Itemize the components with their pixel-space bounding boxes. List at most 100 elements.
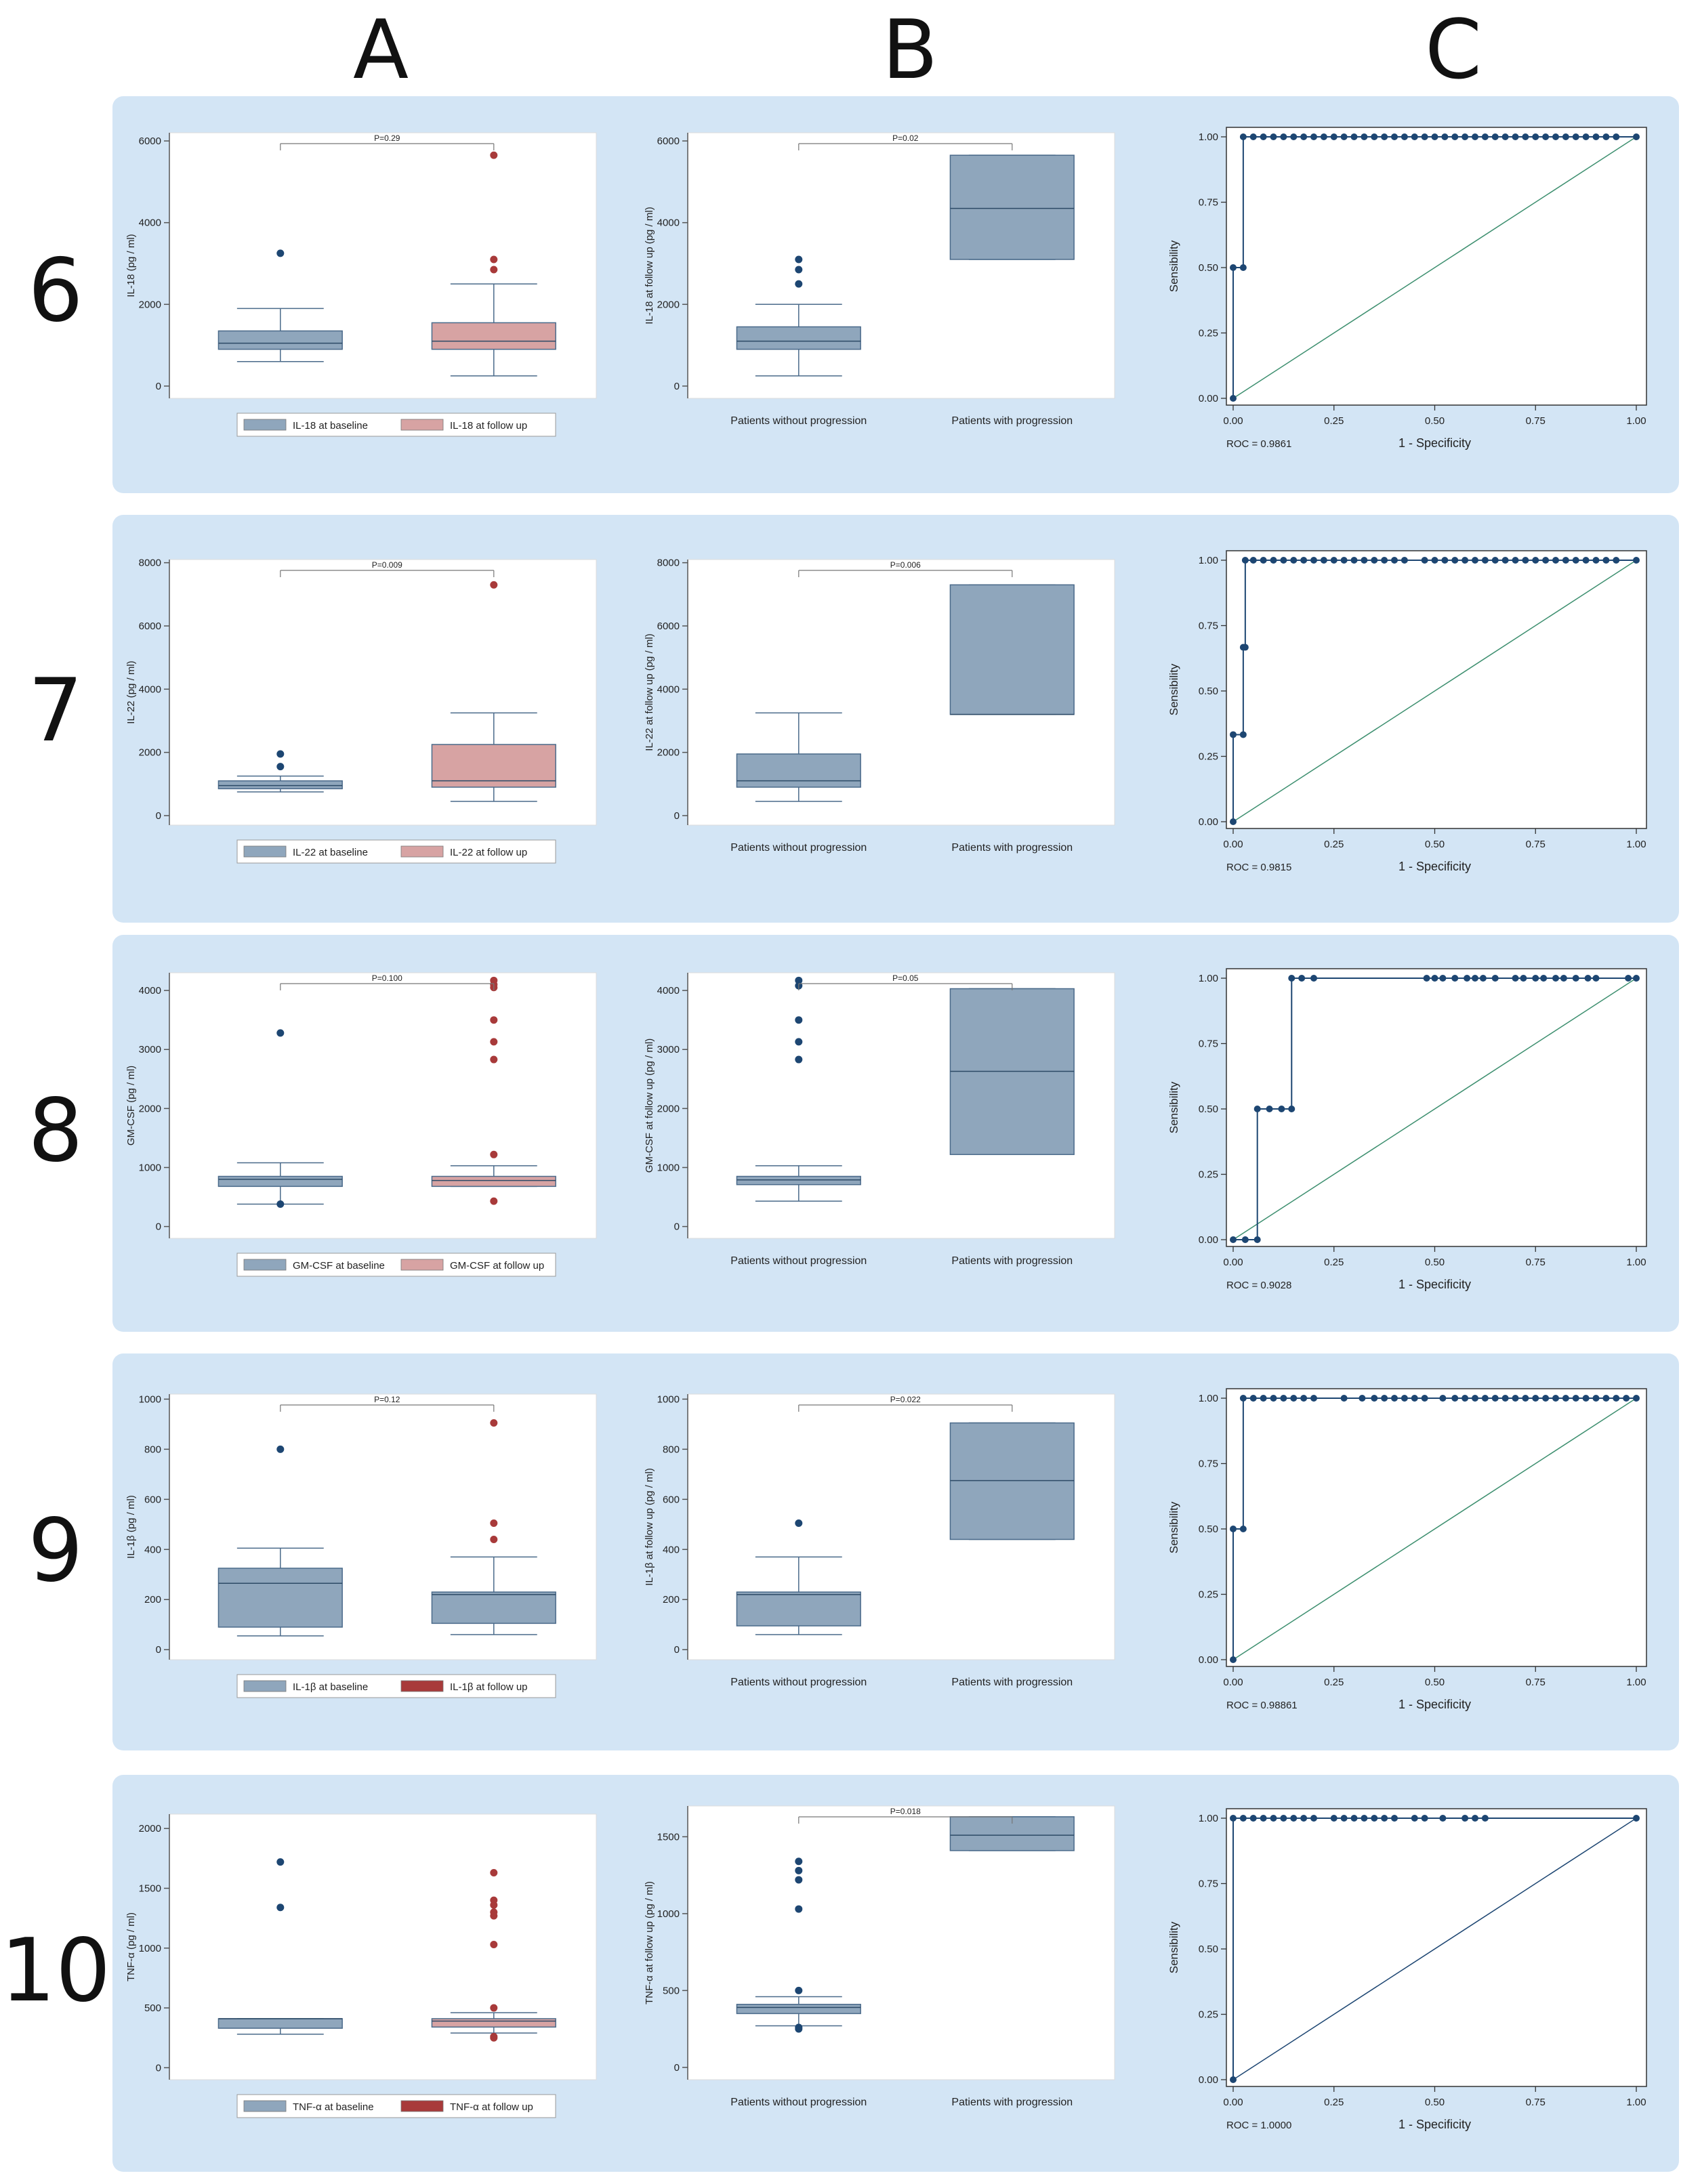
row7-b-y-tick-label-3: 6000 — [657, 621, 680, 632]
row9-a-legend-swatch-1 — [400, 1680, 444, 1692]
row9-a-outlier-1-2 — [490, 1419, 498, 1427]
row8-b-y-tick-label-0: 0 — [674, 1221, 680, 1233]
row7-c-x-label: 1 - Specificity — [1398, 860, 1471, 873]
row9-b-x-category-1: Patients with progression — [951, 1677, 1073, 1688]
row10-c-x-tick-label-3: 0.75 — [1526, 2097, 1546, 2108]
row8-a-outlier-1-4 — [490, 1016, 498, 1024]
row6-c-y-tick-label-2: 0.50 — [1199, 262, 1218, 274]
row6-a-y-tick-label-0: 0 — [156, 381, 161, 392]
row10-c-x-tick-label-0: 0.00 — [1223, 2097, 1243, 2108]
row6-c-roc-point-4 — [1249, 133, 1257, 140]
row7-c-roc-value: ROC = 0.9815 — [1226, 862, 1291, 873]
row7-c-roc-point-26 — [1461, 557, 1469, 564]
row6-c-roc-point-24 — [1451, 133, 1459, 140]
row6-c-x-label: 1 - Specificity — [1398, 436, 1471, 450]
row9-a-legend-label-0: IL-1β at baseline — [293, 1681, 368, 1693]
row9-c-roc-point-15 — [1391, 1395, 1398, 1402]
row10-b-outlier-0-3 — [795, 1905, 803, 1913]
row9-c-roc-point-14 — [1381, 1395, 1388, 1402]
row6-a-y-tick-label-2: 4000 — [139, 217, 161, 229]
row7-b-y-tick-label-2: 4000 — [657, 684, 680, 695]
chart-row8-box-progression: 0 1000 2000 3000 4000 GM-CSF at follow up (pg… — [644, 972, 1115, 1267]
row6-b-y-tick-label-1: 2000 — [657, 299, 680, 310]
row7-c-roc-point-29 — [1491, 557, 1499, 564]
row7-c-roc-point-9 — [1280, 557, 1287, 564]
row10-b-outlier-0-2 — [795, 1986, 803, 1994]
row6-c-y-tick-label-1: 0.25 — [1199, 328, 1218, 339]
row6-b-y-tick-label-3: 6000 — [657, 135, 680, 147]
row6-c-x-tick-label-2: 0.50 — [1425, 415, 1445, 427]
row8-c-x-tick-label-4: 1.00 — [1626, 1257, 1646, 1268]
row10-c-roc-point-8 — [1300, 1815, 1308, 1822]
row9-c-roc-point-25 — [1501, 1395, 1509, 1402]
row8-c-roc-point-21 — [1540, 975, 1548, 982]
row10-c-roc-point-10 — [1330, 1815, 1338, 1822]
row7-a-legend-box — [236, 839, 556, 864]
row9-c-x-tick-label-1: 0.25 — [1324, 1677, 1344, 1688]
row6-c-roc-point-38 — [1592, 133, 1600, 140]
row7-c-roc-point-14 — [1330, 557, 1338, 564]
row8-a-legend-box — [236, 1253, 556, 1277]
row9-c-roc-point-6 — [1270, 1395, 1277, 1402]
row7-a-y-tick-label-0: 0 — [156, 810, 161, 822]
chart-row10-box-progression: 0 500 1000 1500 TNF-α at follow up (pg / ml)… — [644, 1805, 1115, 2108]
row10-a-legend-label-0: TNF-α at baseline — [293, 2101, 374, 2113]
row10-c-y-label: Sensibility — [1167, 1921, 1180, 1973]
row8-c-roc-point-6 — [1288, 1106, 1295, 1112]
row6-c-roc-point-16 — [1371, 133, 1378, 140]
row8-c-roc-point-13 — [1451, 975, 1459, 982]
row6-a-legend-swatch-1 — [400, 419, 444, 431]
row10-b-x-category-1: Patients with progression — [951, 2097, 1073, 2108]
row10-c-roc-point-4 — [1260, 1815, 1267, 1822]
row9-b-x-category-0: Patients without progression — [730, 1677, 867, 1688]
column-letter-a: A — [352, 3, 409, 98]
row6-c-roc-point-14 — [1350, 133, 1358, 140]
row6-c-roc-point-33 — [1542, 133, 1550, 140]
row7-c-roc-point-13 — [1320, 557, 1327, 564]
row9-a-y-tick-label-3: 600 — [144, 1494, 161, 1505]
row8-c-roc-point-15 — [1472, 975, 1478, 982]
row8-a-outlier-1-7 — [490, 976, 498, 984]
row6-c-roc-point-3 — [1239, 133, 1247, 140]
row9-a-legend-box — [236, 1674, 556, 1698]
chart-row7-box-baseline-followup: 0 2000 4000 6000 8000 IL-22 (pg / ml) P=0.009 I… — [125, 558, 597, 864]
row7-a-legend-label-1: IL-22 at follow up — [450, 847, 527, 858]
row10-b-pvalue: P=0.018 — [890, 1807, 921, 1816]
row10-a-legend-swatch-0 — [243, 2100, 287, 2112]
row10-a-legend-label-1: TNF-α at follow up — [450, 2101, 533, 2113]
row6-a-legend-label-1: IL-18 at follow up — [450, 420, 527, 432]
row10-a-y-tick-label-3: 1500 — [139, 1883, 161, 1894]
row8-a-legend-label-1: GM-CSF at follow up — [450, 1260, 544, 1272]
row10-c-roc-value: ROC = 1.0000 — [1226, 2120, 1291, 2131]
row10-c-roc-point-17 — [1411, 1815, 1418, 1822]
row10-c-x-tick-label-1: 0.25 — [1324, 2097, 1344, 2108]
row6-c-reference-diagonal — [1232, 136, 1637, 399]
row9-c-roc-point-4 — [1249, 1395, 1257, 1402]
row7-a-outlier-0-0 — [276, 763, 285, 771]
row6-c-roc-point-41 — [1633, 133, 1640, 140]
row9-c-roc-point-1 — [1230, 1526, 1237, 1532]
row9-c-roc-point-2 — [1239, 1526, 1247, 1532]
row10-c-roc-point-1 — [1230, 1815, 1237, 1822]
row10-c-y-tick-label-2: 0.50 — [1199, 1944, 1218, 1955]
row9-c-roc-point-11 — [1340, 1395, 1348, 1402]
row8-c-roc-point-10 — [1423, 975, 1430, 982]
row8-b-outlier-0-0 — [795, 1055, 803, 1064]
row10-c-roc-point-19 — [1439, 1815, 1447, 1822]
row6-a-y-label: IL-18 (pg / ml) — [125, 234, 137, 297]
row7-c-roc-point-33 — [1532, 557, 1539, 564]
row7-c-roc-point-31 — [1512, 557, 1519, 564]
row6-a-legend-label-0: IL-18 at baseline — [293, 420, 368, 432]
row8-c-roc-point-1 — [1241, 1236, 1249, 1243]
row7-a-y-tick-label-1: 2000 — [139, 747, 161, 759]
row10-c-roc-point-12 — [1350, 1815, 1358, 1822]
row7-a-box-0 — [217, 780, 343, 790]
row9-c-roc-point-10 — [1310, 1395, 1317, 1402]
row9-c-roc-point-21 — [1461, 1395, 1469, 1402]
row6-a-box-0 — [217, 330, 343, 350]
row10-a-outlier-0-1 — [276, 1858, 285, 1866]
row10-c-roc-point-5 — [1270, 1815, 1277, 1822]
row6-c-roc-point-9 — [1300, 133, 1308, 140]
row7-c-roc-point-41 — [1613, 557, 1620, 564]
row9-a-outlier-1-0 — [490, 1535, 498, 1543]
